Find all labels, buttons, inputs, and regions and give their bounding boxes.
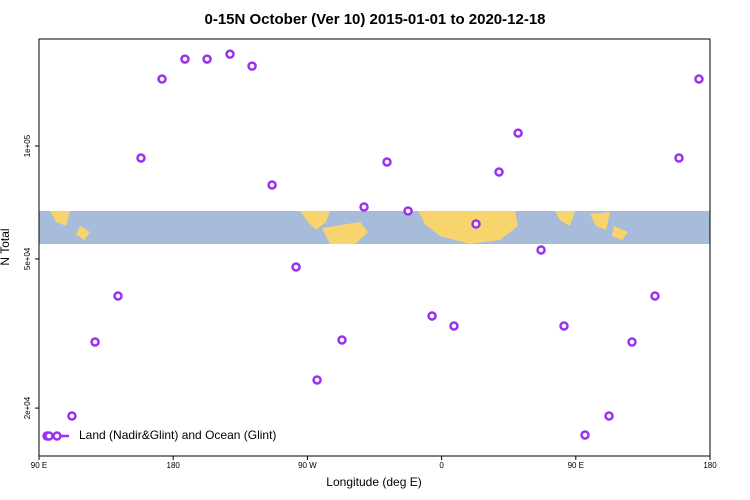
point xyxy=(359,202,369,212)
x-tick-label: 180 xyxy=(167,461,181,470)
x-tick-label: 0 xyxy=(439,461,444,470)
point xyxy=(247,61,257,71)
point xyxy=(267,180,277,190)
plot-frame xyxy=(38,38,711,457)
point xyxy=(225,49,235,59)
legend-marker xyxy=(44,431,54,441)
point xyxy=(604,411,614,421)
point xyxy=(449,321,459,331)
point xyxy=(382,157,392,167)
legend-marker xyxy=(52,431,62,441)
point xyxy=(157,74,167,84)
point xyxy=(312,375,322,385)
point xyxy=(536,245,546,255)
point xyxy=(113,291,123,301)
chart-title: 0-15N October (Ver 10) 2015-01-01 to 202… xyxy=(204,11,545,28)
y-tick-label: 1e+05 xyxy=(23,134,32,157)
point xyxy=(90,337,100,347)
point xyxy=(580,430,590,440)
x-tick-label: 90 E xyxy=(568,461,584,470)
background-map xyxy=(39,211,710,244)
point xyxy=(650,291,660,301)
point xyxy=(494,167,504,177)
x-tick-label: 90 W xyxy=(298,461,317,470)
x-axis-label: Longitude (deg E) xyxy=(326,475,421,489)
y-axis-label: N Total xyxy=(0,228,12,265)
point xyxy=(67,411,77,421)
point xyxy=(513,128,523,138)
x-tick-label: 90 E xyxy=(31,461,47,470)
point xyxy=(202,54,212,64)
point xyxy=(694,74,704,84)
x-tick-label: 180 xyxy=(703,461,717,470)
y-tick-label: 2e+04 xyxy=(23,396,32,419)
point xyxy=(674,153,684,163)
point xyxy=(627,337,637,347)
point xyxy=(471,219,481,229)
y-tick-label: 5e+04 xyxy=(23,247,32,270)
point xyxy=(337,335,347,345)
point xyxy=(136,153,146,163)
point xyxy=(291,262,301,272)
point xyxy=(403,206,413,216)
point xyxy=(559,321,569,331)
legend-label: Land (Nadir&Glint) and Ocean (Glint) xyxy=(79,428,276,442)
point xyxy=(180,54,190,64)
point xyxy=(427,311,437,321)
